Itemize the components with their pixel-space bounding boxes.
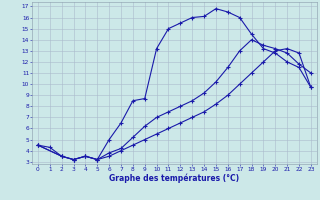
X-axis label: Graphe des températures (°C): Graphe des températures (°C) <box>109 174 239 183</box>
